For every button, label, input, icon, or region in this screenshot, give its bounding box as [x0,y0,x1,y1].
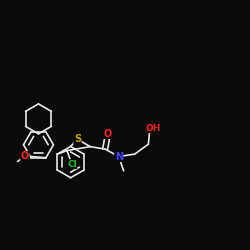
Text: Cl: Cl [67,160,77,169]
Text: S: S [74,134,81,144]
Text: O: O [21,152,29,162]
Text: N: N [115,152,123,162]
Text: OH: OH [146,124,161,132]
Text: O: O [104,128,112,138]
